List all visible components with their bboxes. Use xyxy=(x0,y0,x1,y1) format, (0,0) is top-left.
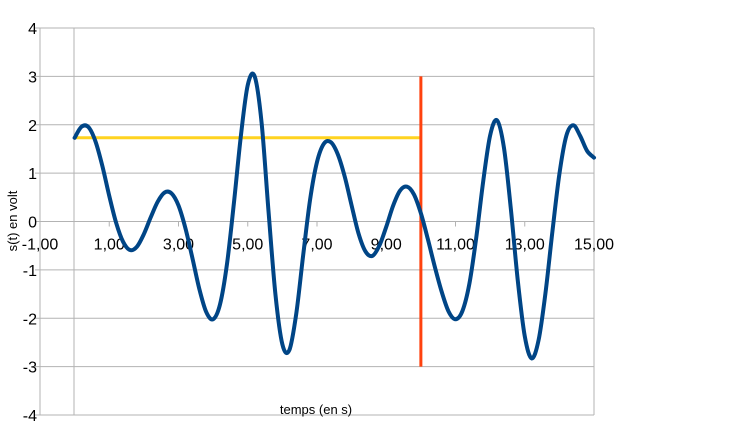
y-tick-label: 4 xyxy=(28,21,37,38)
x-tick-label: -1,00 xyxy=(22,237,59,254)
y-tick-label: 0 xyxy=(28,215,37,232)
x-tick-label: 13,00 xyxy=(505,237,545,254)
y-tick-label: -2 xyxy=(23,311,37,328)
y-tick-label: 2 xyxy=(28,118,37,135)
annotation-lines xyxy=(74,76,423,367)
y-axis-title: s(t) en volt xyxy=(5,190,20,251)
x-tick-label: 7,00 xyxy=(301,237,332,254)
series-group xyxy=(72,71,596,361)
y-tick-label: -1 xyxy=(23,263,37,280)
x-tick-label: 5,00 xyxy=(232,237,263,254)
x-axis-title: temps (en s) xyxy=(280,402,352,417)
series-line xyxy=(72,71,596,361)
y-tick-label: 1 xyxy=(28,166,37,183)
x-tick-label: 3,00 xyxy=(163,237,194,254)
x-tick-label: 11,00 xyxy=(436,237,475,254)
y-tick-label: 3 xyxy=(28,69,37,86)
y-tick-label: -4 xyxy=(23,408,37,425)
y-axis-ticks: 4 3 2 1 0 -1 -2 -3 -4 xyxy=(23,21,37,425)
y-tick-label: -3 xyxy=(23,360,37,377)
x-tick-label: 1,00 xyxy=(94,237,125,254)
x-tick-label: 15,00 xyxy=(574,237,614,254)
grid-lines xyxy=(35,27,595,416)
x-axis-ticks: -1,00 1,00 3,00 5,00 7,00 9,00 11,00 13,00 15,00 xyxy=(22,237,614,254)
